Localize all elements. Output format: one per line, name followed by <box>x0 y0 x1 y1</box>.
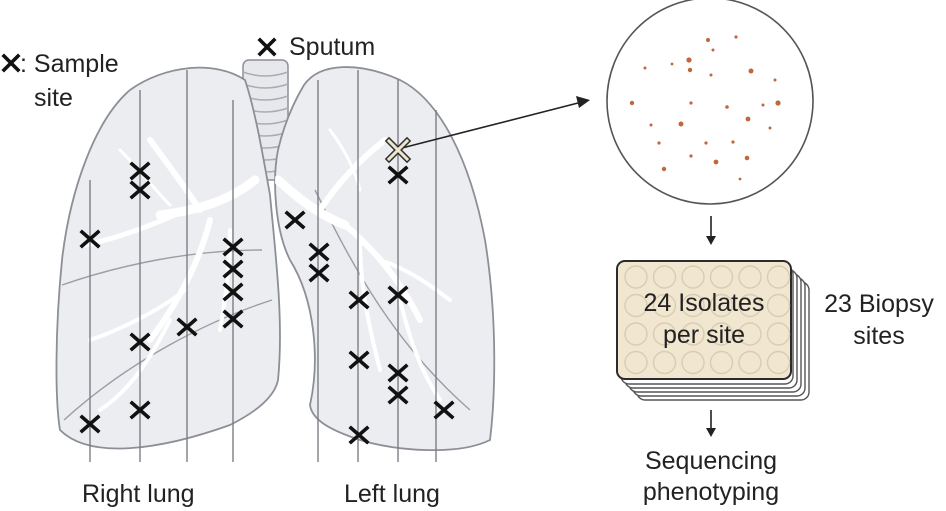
sample-site-marker <box>222 259 244 279</box>
isolates-label: 24 Isolates per site <box>617 287 791 351</box>
bacterial-colonies <box>629 35 781 181</box>
isolates-label-line1: 24 Isolates <box>643 289 765 317</box>
sample-site-marker <box>222 237 244 257</box>
well-plate <box>616 260 792 380</box>
biopsy-sites-label: 23 Biopsy sites <box>812 288 946 352</box>
plate-well <box>738 293 762 318</box>
sputum-marker-icon <box>257 37 277 57</box>
left-lung-label: Left lung <box>344 480 440 508</box>
plate-well <box>709 265 734 289</box>
plate-well <box>766 265 791 289</box>
plate-well <box>766 322 791 346</box>
legend-marker-icon <box>1 53 21 73</box>
legend-label-line2: site <box>34 84 73 112</box>
well-plate-stack <box>616 260 810 401</box>
sample-site-marker <box>129 180 151 200</box>
plate-well <box>738 350 762 375</box>
right-lung-label: Right lung <box>82 480 195 508</box>
plate-well <box>624 322 648 346</box>
sample-site-marker <box>79 229 101 249</box>
sample-site-marker <box>176 317 198 337</box>
culture-plate <box>606 0 814 205</box>
arrow-plate-to-isolates-head <box>706 236 716 245</box>
sample-site-marker <box>129 400 151 420</box>
sample-site-markers <box>79 161 455 445</box>
sample-site-marker <box>222 309 244 329</box>
sample-site-marker <box>387 285 409 305</box>
sample-site-marker <box>129 161 151 181</box>
plate-well <box>738 265 762 289</box>
plate-well <box>652 265 677 289</box>
plate-well <box>624 350 648 375</box>
plate-well <box>709 350 734 375</box>
plate-well <box>766 350 791 375</box>
left-lung-shape <box>274 66 496 452</box>
sample-site-marker <box>308 242 330 262</box>
plate-well <box>709 293 734 318</box>
bronchial-tree <box>82 128 452 412</box>
sample-site-marker <box>308 263 330 283</box>
sequencing-label: Sequencing phenotyping <box>620 446 802 508</box>
sample-site-marker <box>348 290 370 310</box>
plate-well <box>652 350 677 375</box>
sputum-label: Sputum <box>289 33 376 61</box>
plate-well <box>766 293 791 318</box>
biopsy-sites-line2: sites <box>853 322 905 350</box>
biopsy-sites-line1: 23 Biopsy <box>824 290 934 318</box>
arrow-to-plate-head <box>576 96 590 108</box>
plate-well <box>738 322 762 346</box>
highlighted-sample-site-marker <box>384 136 412 164</box>
plate-well <box>681 322 705 346</box>
sample-site-marker <box>387 385 409 405</box>
plate-well <box>709 322 734 346</box>
sequencing-line1: Sequencing <box>644 447 778 475</box>
sample-site-marker <box>433 400 455 420</box>
plate-well <box>624 265 648 289</box>
sample-site-marker <box>79 414 101 434</box>
plate-well <box>652 322 677 346</box>
plate-well <box>681 350 705 375</box>
sample-site-marker <box>129 332 151 352</box>
sample-site-marker <box>348 425 370 445</box>
isolates-label-line2: per site <box>663 321 745 349</box>
sample-site-marker <box>284 210 306 230</box>
legend-label: : Sample <box>20 48 119 80</box>
plate-well <box>681 293 705 318</box>
plate-well <box>681 265 705 289</box>
sample-site-marker <box>387 165 409 185</box>
plate-well <box>624 293 648 318</box>
legend-label-line1: : Sample <box>20 50 119 78</box>
plate-wells <box>624 265 791 375</box>
arrow-isolates-to-sequencing-head <box>706 428 716 437</box>
sequencing-line2: phenotyping <box>642 478 780 506</box>
arrow-to-plate <box>401 102 579 149</box>
plate-well <box>652 293 677 318</box>
sample-site-marker <box>348 350 370 370</box>
sample-site-marker <box>387 363 409 383</box>
sample-site-marker <box>222 282 244 302</box>
